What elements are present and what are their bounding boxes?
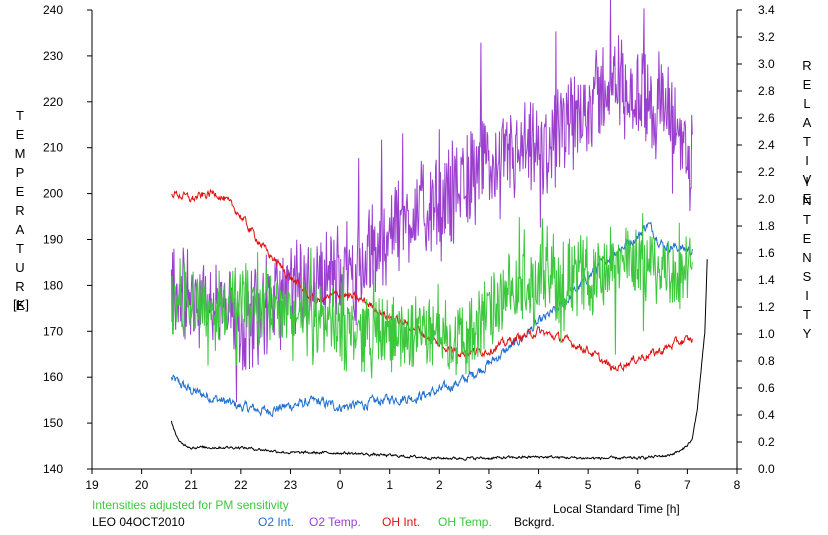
right-y-tick-label: 0.0 (758, 462, 775, 476)
axis-title-letter: T (803, 307, 811, 322)
axis-title-letter: E (15, 184, 25, 199)
legend-item: OH Temp. (438, 515, 492, 529)
x-axis-ticks: 19 20 21 22 23 0 1 2 3 4 5 6 7 8 (85, 469, 741, 492)
right-y-tick-label: 1.0 (758, 327, 775, 341)
axis-title-letter: Y (802, 326, 812, 341)
x-tick-label: 5 (585, 478, 592, 492)
right-y-tick-label: 3.2 (758, 30, 775, 44)
right-y-tick-label: 2.8 (758, 84, 775, 98)
left-y-tick-label: 140 (43, 462, 63, 476)
x-tick-label: 1 (386, 478, 393, 492)
left-y-tick-label: 170 (43, 324, 63, 338)
left-y-tick-label: 180 (43, 278, 63, 292)
left-y-tick-label: 150 (43, 416, 63, 430)
right-y-tick-label: 0.6 (758, 381, 775, 395)
right-y-tick-label: 1.2 (758, 300, 775, 314)
x-tick-label: 8 (734, 478, 741, 492)
right-y-tick-label: 1.8 (758, 219, 775, 233)
left-y-tick-label: 160 (43, 370, 63, 384)
axis-title-letter: E (802, 231, 812, 246)
axis-title-letter: V (802, 172, 812, 187)
axis-title-letter: L (803, 96, 811, 111)
x-tick-label: 6 (634, 478, 641, 492)
right-y-tick-label: 0.4 (758, 408, 775, 422)
legend-item: O2 Int. (258, 515, 295, 529)
axis-title-letter: A (802, 115, 812, 130)
axis-title-letter: E (802, 77, 812, 92)
x-tick-label: 22 (234, 478, 248, 492)
left-y-tick-label: 190 (43, 233, 63, 247)
axis-title-letter: T (803, 212, 811, 227)
right-y-tick-label: 0.2 (758, 435, 775, 449)
x-axis-label: Local Standard Time [h] (553, 502, 680, 516)
left-y-tick-label: 220 (43, 95, 63, 109)
left-y-tick-label: 210 (43, 141, 63, 155)
axis-title-letter: S (802, 269, 812, 284)
x-tick-label: 21 (185, 478, 199, 492)
right-y-axis-ticks: 0.0 0.2 0.4 0.6 0.8 1.0 1.2 1.4 1.6 1.8 2.0 2.2 2.4 2… (737, 3, 775, 476)
left-y-axis-unit: [K] (13, 297, 29, 312)
axis-title-letter: P (15, 165, 25, 180)
axis-title-letter: E (15, 127, 25, 142)
right-y-tick-label: 3.4 (758, 3, 775, 17)
x-tick-label: 3 (486, 478, 493, 492)
axis-title-letter: N (802, 250, 812, 265)
x-tick-label: 20 (135, 478, 149, 492)
right-y-tick-label: 2.0 (758, 192, 775, 206)
legend-item: OH Int. (382, 515, 421, 529)
axis-title-letter: A (15, 222, 25, 237)
right-y-tick-label: 2.6 (758, 111, 775, 125)
axis-title-letter: I (805, 174, 809, 189)
right-y-tick-label: 2.2 (758, 165, 775, 179)
series-line-oh-temp (170, 212, 693, 379)
series-lines (170, 0, 708, 461)
legend-item: Bckgrd. (514, 515, 555, 529)
left-y-tick-label: 240 (43, 3, 63, 17)
x-tick-label: 19 (85, 478, 99, 492)
x-tick-label: 23 (284, 478, 298, 492)
series-line-o2-int (170, 221, 693, 418)
left-y-axis-ticks: 140 150 160 170 180 190 200 210 220 230 240 (43, 3, 92, 476)
x-tick-label: 4 (535, 478, 542, 492)
axis-title-letter: M (14, 146, 26, 161)
right-y-tick-label: 0.8 (758, 354, 775, 368)
axis-title-letter: E (15, 298, 25, 313)
sensitivity-note: Intensities adjusted for PM sensitivity (92, 498, 289, 512)
right-y-tick-label: 1.6 (758, 246, 775, 260)
axis-title-letter: E (802, 191, 812, 206)
axis-title-letter: R (802, 58, 812, 73)
axis-title-letter: I (805, 153, 809, 168)
legend-item: O2 Temp. (309, 515, 361, 529)
station-label: LEO 04OCT2010 (92, 515, 185, 529)
axis-title-letter: R (15, 279, 25, 294)
axis-title-letter: N (802, 193, 812, 208)
axis-title-letter: T (803, 134, 811, 149)
right-y-tick-label: 2.4 (758, 138, 775, 152)
right-y-tick-label: 1.4 (758, 273, 775, 287)
x-tick-label: 0 (337, 478, 344, 492)
left-y-tick-label: 200 (43, 187, 63, 201)
axis-title-letter: I (805, 288, 809, 303)
axis-title-letter: T (16, 241, 24, 256)
axis-title-letter: T (16, 108, 24, 123)
x-tick-label: 2 (436, 478, 443, 492)
left-y-tick-label: 230 (43, 49, 63, 63)
axis-title-letter: R (15, 203, 25, 218)
x-tick-label: 7 (684, 478, 691, 492)
series-line-o2-temp (170, 0, 693, 403)
axis-title-letter: U (15, 260, 25, 275)
series-line-bckgrd (170, 259, 708, 461)
right-y-tick-label: 3.0 (758, 57, 775, 71)
